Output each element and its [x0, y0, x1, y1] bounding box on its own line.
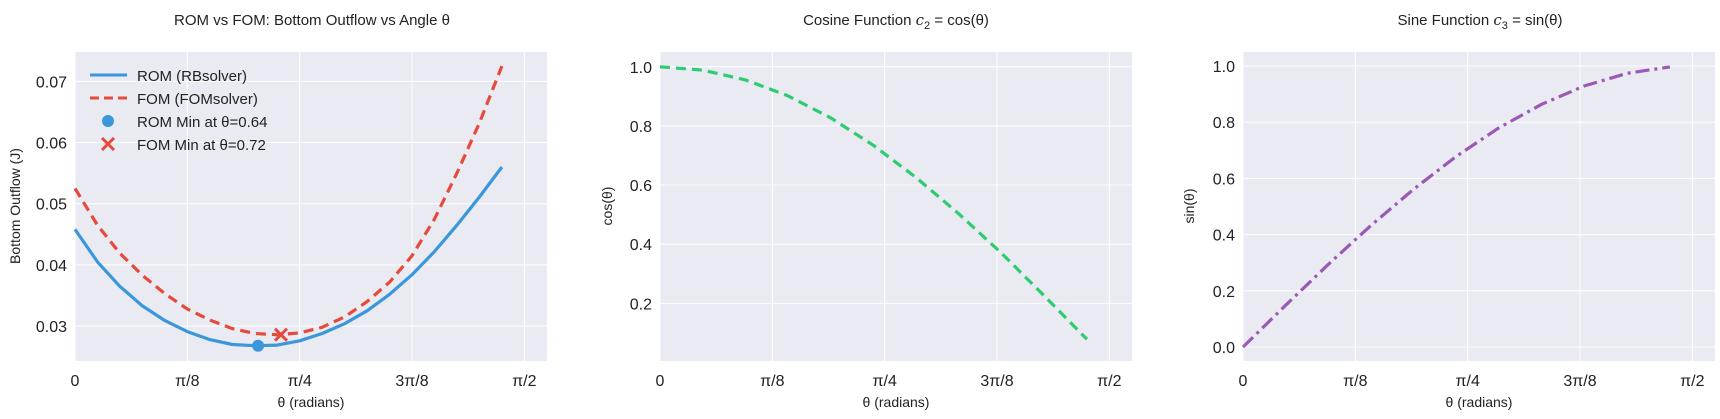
grid-1 — [74, 52, 547, 361]
chart-title-3: Sine Function c3 = sin(θ) — [1397, 11, 1562, 32]
x-axis-label-2: θ (radians) — [863, 394, 930, 410]
x-tick-label: 0 — [71, 373, 80, 390]
x-tick-label: 3π/8 — [1563, 373, 1596, 390]
legend-marker-fom-min — [100, 136, 116, 152]
series-2 — [659, 65, 1089, 341]
x-tick-label: 0 — [1239, 373, 1248, 390]
x-tick-label: π/8 — [760, 373, 784, 390]
x-tick-label: 3π/8 — [980, 373, 1013, 390]
x-tick-label: π/4 — [1455, 373, 1479, 390]
x-axis-label-1: θ (radians) — [278, 394, 345, 410]
y-tick-label: 0.2 — [1213, 284, 1235, 301]
legend-marker-rom-min — [102, 115, 114, 127]
plot-area-1 — [75, 52, 547, 361]
x-tick-label: π/2 — [1680, 373, 1704, 390]
min-marker-x-stroke — [273, 327, 289, 342]
y-tick-label: 0.0 — [1213, 340, 1235, 357]
legend-label-fom: FOM (FOMsolver) — [137, 91, 258, 108]
y-axis-label-2: cos(θ) — [599, 187, 615, 226]
series-line-2 — [73, 65, 504, 337]
y-tick-label: 0.4 — [630, 237, 652, 254]
x-tick-label: π/2 — [1097, 373, 1121, 390]
x-axis-label-3: θ (radians) — [1446, 394, 1513, 410]
y-tick-label: 0.6 — [1213, 171, 1235, 188]
y-axis-label-3: sin(θ) — [1181, 188, 1197, 223]
y-tick-label: 0.03 — [36, 319, 67, 336]
x-tick-label: π/2 — [512, 373, 536, 390]
plot-area-3 — [1243, 52, 1715, 361]
panel-sine: 0 π/8 π/4 3π/8 π/2 0.0 0.2 0.4 0.6 0.8 1.0 Sine Fu… — [1181, 11, 1715, 410]
y-tick-label: 1.0 — [630, 60, 652, 77]
panel-cosine: 0 π/8 π/4 3π/8 π/2 0.2 0.4 0.6 0.8 1.0 Cosine Fun… — [599, 11, 1132, 410]
legend-label-rom-min: ROM Min at θ=0.64 — [137, 114, 267, 131]
legend: ROM (RBsolver) FOM (FOMsolver) ROM Min a… — [90, 68, 267, 154]
x-tick-label: π/4 — [287, 373, 311, 390]
y-tick-label: 0.07 — [36, 74, 67, 91]
chart-title-1: ROM vs FOM: Bottom Outflow vs Angle θ — [174, 12, 450, 29]
y-tick-label: 0.05 — [36, 197, 67, 214]
ticks-2: 0 π/8 π/4 3π/8 π/2 0.2 0.4 0.6 0.8 1.0 — [630, 60, 1122, 390]
min-marker-x — [273, 327, 289, 342]
ticks-1: 0 π/8 π/4 3π/8 π/2 0.03 0.04 0.05 0.06 0.07 — [36, 74, 537, 390]
x-tick-label: 3π/8 — [395, 373, 428, 390]
x-tick-label: 0 — [656, 373, 665, 390]
y-tick-label: 1.0 — [1213, 59, 1235, 76]
min-marker-circle — [252, 339, 265, 352]
ticks-3: 0 π/8 π/4 3π/8 π/2 0.0 0.2 0.4 0.6 0.8 1.0 — [1213, 59, 1705, 390]
y-tick-label: 0.6 — [630, 178, 652, 195]
y-tick-label: 0.06 — [36, 136, 67, 153]
y-tick-label: 0.8 — [630, 119, 652, 136]
grid-2 — [659, 52, 1132, 361]
series-line-1 — [659, 65, 1089, 341]
x-tick-label: π/8 — [175, 373, 199, 390]
y-tick-label: 0.2 — [630, 296, 652, 313]
chart-title-2: Cosine Function c2 = cos(θ) — [803, 11, 989, 32]
series-line-1 — [73, 166, 504, 348]
legend-label-rom: ROM (RBsolver) — [137, 68, 247, 85]
y-tick-label: 0.8 — [1213, 115, 1235, 132]
series-1 — [73, 65, 504, 352]
y-tick-label: 0.4 — [1213, 228, 1235, 245]
y-tick-label: 0.04 — [36, 258, 67, 275]
plot-area-2 — [660, 52, 1132, 361]
grid-3 — [1242, 52, 1715, 361]
x-tick-label: π/4 — [872, 373, 896, 390]
panel-rom-fom: 0 π/8 π/4 3π/8 π/2 0.03 0.04 0.05 0.06 0.07 ROM v… — [7, 12, 547, 410]
x-tick-label: π/8 — [1343, 373, 1367, 390]
legend-label-fom-min: FOM Min at θ=0.72 — [137, 137, 266, 154]
y-axis-label-1: Bottom Outflow (J) — [7, 148, 23, 264]
